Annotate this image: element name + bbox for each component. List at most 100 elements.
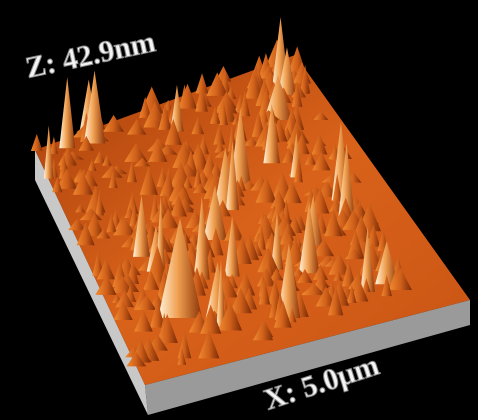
peak (324, 208, 343, 237)
peak (209, 161, 223, 178)
peak (224, 216, 240, 277)
peak (203, 185, 227, 240)
peak (216, 259, 226, 327)
peak (96, 228, 111, 239)
peak (366, 224, 381, 247)
peak (302, 283, 326, 296)
peak (49, 136, 58, 154)
peak (200, 304, 222, 334)
peak (244, 70, 264, 99)
peak (328, 285, 344, 316)
peak (252, 322, 274, 341)
peak (360, 227, 375, 293)
peak (362, 278, 371, 293)
peak (139, 165, 158, 195)
peak (108, 170, 118, 189)
peak (30, 133, 43, 152)
peak (232, 235, 252, 264)
peak (313, 110, 329, 120)
peak (333, 270, 343, 281)
peak (304, 151, 317, 165)
peak (113, 300, 133, 320)
peak (313, 271, 329, 289)
peak (192, 183, 208, 194)
peak (191, 116, 205, 135)
peak (106, 213, 117, 233)
peak (228, 121, 237, 152)
peak (96, 273, 117, 295)
peak (270, 211, 284, 270)
peak (78, 135, 94, 151)
peak (84, 212, 104, 236)
peak (170, 194, 187, 217)
peak (134, 309, 153, 332)
peak (149, 299, 165, 328)
peak (177, 347, 187, 365)
peak (273, 300, 292, 328)
peak (312, 151, 331, 171)
peak (102, 154, 112, 166)
peak (126, 159, 137, 183)
peak (347, 284, 357, 304)
peak (215, 98, 237, 123)
peak (136, 294, 157, 310)
peak (72, 172, 94, 195)
peak (146, 245, 169, 282)
peak (277, 47, 297, 95)
peak (251, 110, 265, 137)
peak (287, 307, 297, 323)
peak (103, 114, 125, 132)
peak (111, 275, 133, 293)
peak (115, 290, 134, 308)
peak (143, 101, 167, 127)
peak (182, 175, 193, 189)
peak (76, 222, 95, 246)
peak (158, 103, 172, 130)
peak (214, 141, 226, 153)
peak (75, 203, 86, 213)
peak (79, 208, 103, 221)
peak (332, 173, 342, 202)
peak (389, 268, 412, 291)
peak (259, 107, 270, 128)
peak (229, 287, 253, 314)
peak (344, 248, 364, 260)
peak (282, 147, 296, 163)
peak (148, 141, 168, 162)
peak (206, 72, 229, 96)
peak (52, 176, 63, 193)
peak (277, 243, 301, 319)
peak (195, 83, 208, 112)
peak (299, 74, 310, 94)
peak (273, 215, 297, 236)
peak (143, 270, 160, 290)
peak (269, 268, 284, 281)
peak (193, 196, 210, 280)
peak (126, 352, 147, 367)
peak (257, 224, 266, 250)
peak (112, 218, 137, 236)
peak (328, 252, 350, 275)
peak (157, 208, 180, 229)
peak (315, 286, 337, 307)
peak (159, 173, 176, 197)
peak (210, 105, 221, 124)
peak (298, 201, 320, 274)
peak (311, 132, 328, 155)
peak (164, 118, 182, 145)
peak (258, 276, 271, 305)
peak (191, 147, 208, 170)
peak (225, 140, 239, 211)
peak (124, 142, 148, 162)
base-front (145, 300, 470, 415)
peak (198, 330, 220, 359)
peak (127, 119, 147, 135)
peak (129, 203, 139, 227)
peak (297, 268, 313, 283)
peak (208, 227, 224, 256)
peak (337, 142, 356, 224)
peak (224, 218, 244, 241)
peak (291, 80, 303, 107)
